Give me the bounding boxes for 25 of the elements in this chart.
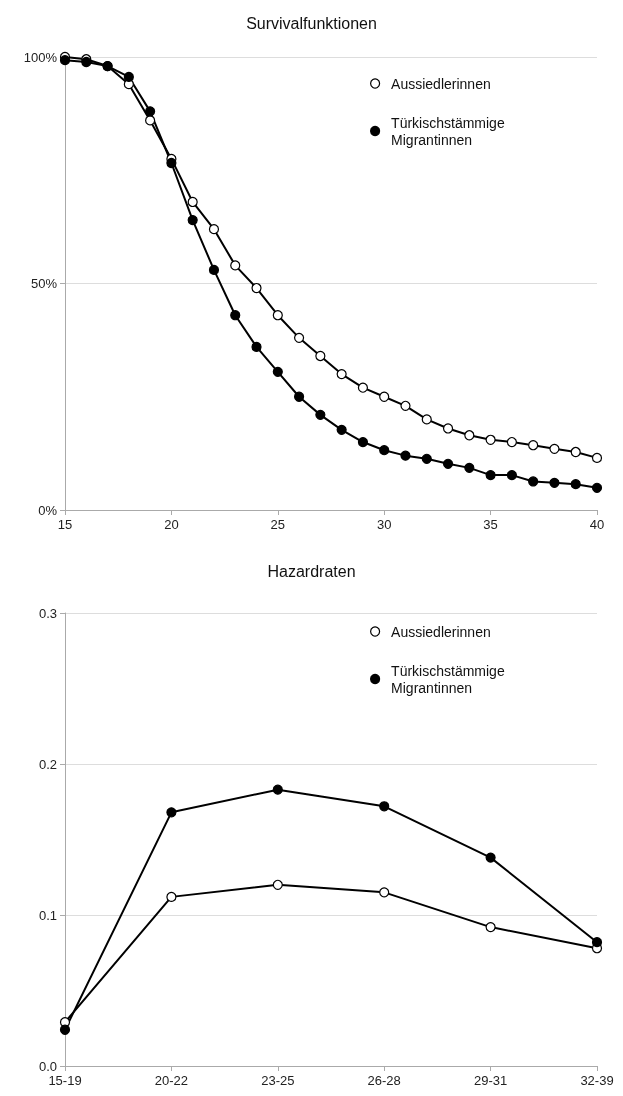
chart-title: Survivalfunktionen — [246, 14, 377, 32]
legend-label: Aussiedlerinnen — [391, 623, 491, 640]
legend-label: Türkischstämmige Migrantinnen — [391, 114, 509, 148]
x-tick-label: 20 — [164, 517, 179, 532]
y-tick-label: 50% — [30, 276, 58, 291]
y-tick-label: 0% — [38, 502, 58, 518]
chart-title: Hazardraten — [267, 562, 356, 580]
x-tick-label: 32-39 — [580, 1073, 614, 1088]
x-tick-label: 23-25 — [261, 1073, 295, 1088]
x-tick-label: 25 — [270, 517, 286, 532]
x-tick-label: 20-22 — [154, 1073, 189, 1088]
y-tick-label: 0.2 — [38, 756, 57, 772]
x-tick-label: 15-19 — [48, 1073, 82, 1088]
x-tick-label: 35 — [483, 517, 498, 532]
y-tick-label: 0.3 — [38, 605, 57, 621]
y-tick-label: 100% — [23, 49, 58, 65]
legend-label: Türkischstämmige Migrantinnen — [391, 662, 509, 696]
x-tick-label: 40 — [589, 517, 605, 532]
x-tick-label: 30 — [376, 517, 392, 532]
x-tick-label: 15 — [57, 517, 73, 532]
y-tick-label: 0.0 — [38, 1058, 57, 1074]
legend-label: Aussiedlerinnen — [391, 75, 491, 92]
x-tick-label: 29-31 — [473, 1073, 508, 1088]
y-tick-label: 0.1 — [38, 907, 57, 923]
x-tick-label: 26-28 — [367, 1073, 401, 1088]
